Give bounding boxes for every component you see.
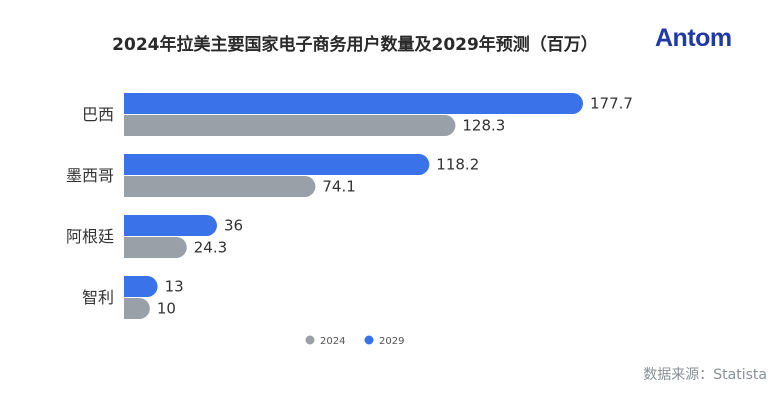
legend-marker-2029 (364, 335, 374, 345)
legend-label-2024: 2024 (320, 336, 345, 347)
data-source-note: 数据来源：Statista (643, 367, 767, 383)
legend-label-2029: 2029 (379, 336, 404, 347)
data-label: 36 (224, 217, 243, 235)
data-label: 118.2 (436, 156, 479, 174)
bar-2029 (124, 215, 217, 236)
legend-marker-2024 (305, 335, 315, 345)
data-label: 128.3 (462, 117, 505, 135)
category-label: 智利 (82, 288, 114, 307)
bar-2024 (124, 298, 150, 319)
bar-2024 (124, 176, 316, 197)
data-label: 74.1 (322, 178, 355, 196)
bar-2029 (124, 276, 158, 297)
category-label: 巴西 (82, 105, 114, 124)
bar-2029 (124, 154, 430, 175)
data-label: 13 (165, 278, 184, 296)
category-label: 阿根廷 (66, 227, 114, 246)
data-label: 24.3 (194, 239, 227, 257)
data-label: 177.7 (590, 95, 633, 113)
antom-logo: Antom (655, 24, 732, 52)
bar-2024 (124, 115, 456, 136)
chart-title: 2024年拉美主要国家电子商务用户数量及2029年预测（百万） (112, 35, 598, 55)
data-label: 10 (157, 300, 176, 318)
bar-2029 (124, 93, 583, 114)
category-label: 墨西哥 (66, 166, 114, 185)
bar-2024 (124, 237, 187, 258)
